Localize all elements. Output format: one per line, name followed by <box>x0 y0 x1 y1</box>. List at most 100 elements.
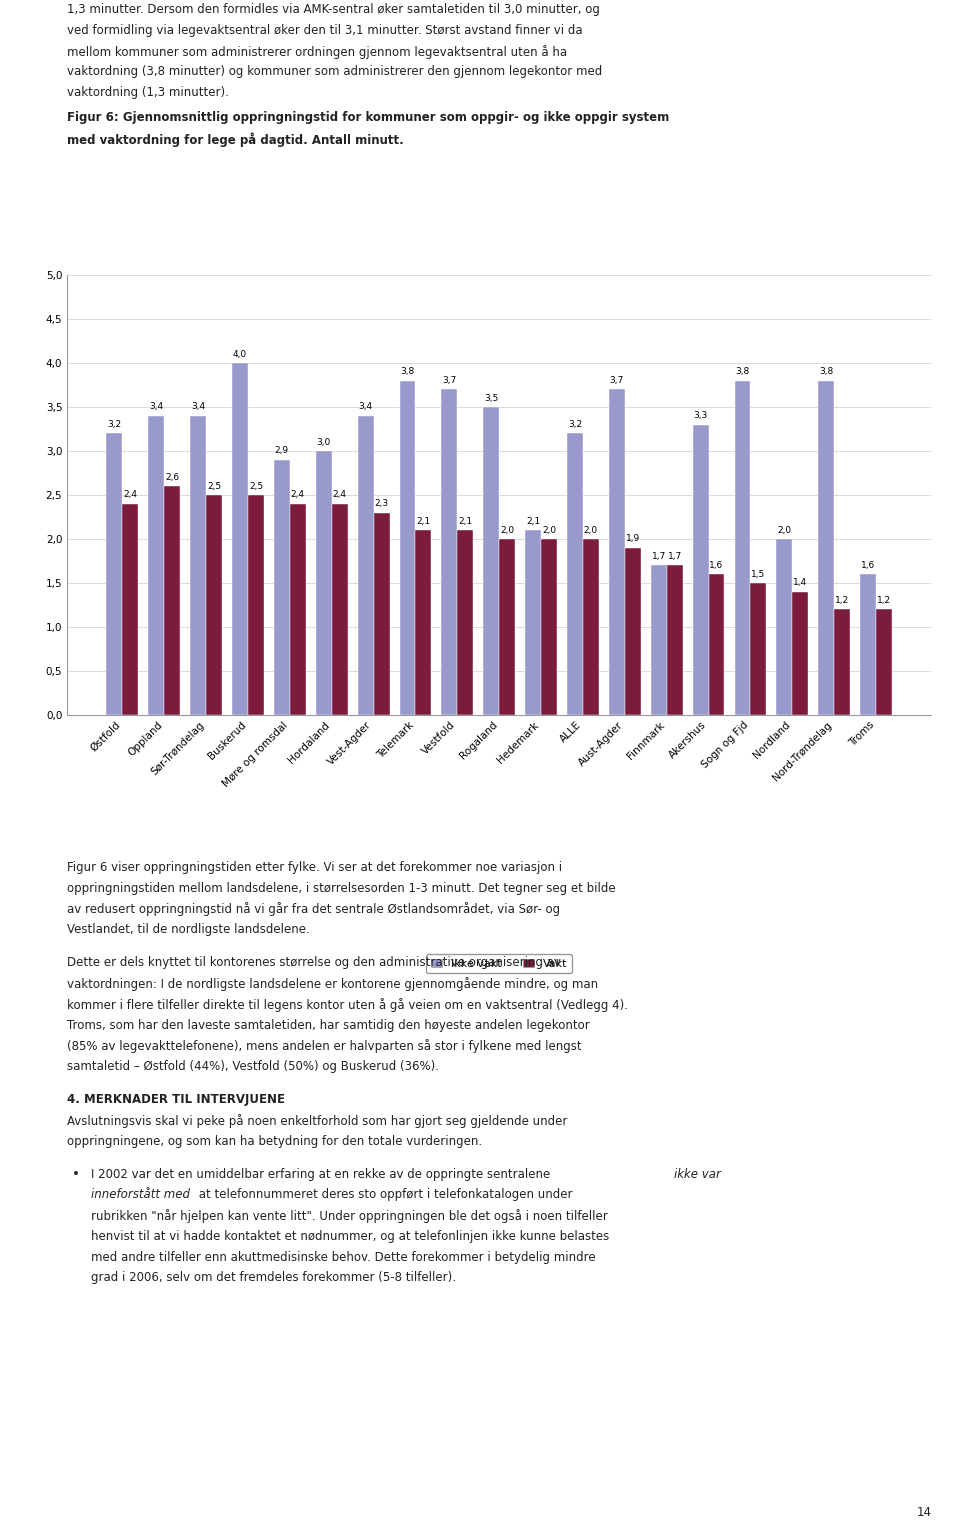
Text: 1,2: 1,2 <box>876 596 891 606</box>
Bar <box>149 417 164 715</box>
Text: 2,0: 2,0 <box>500 526 515 535</box>
Bar <box>860 575 876 715</box>
Bar <box>818 381 834 715</box>
Text: mellom kommuner som administrerer ordningen gjennom legevaktsentral uten å ha: mellom kommuner som administrerer ordnin… <box>67 45 567 58</box>
Bar <box>248 495 264 715</box>
Text: henvist til at vi hadde kontaktet et nødnummer, og at telefonlinjen ikke kunne b: henvist til at vi hadde kontaktet et nød… <box>91 1230 610 1243</box>
Text: 1,4: 1,4 <box>793 578 807 587</box>
Bar <box>666 566 683 715</box>
Text: 3,3: 3,3 <box>693 412 708 420</box>
Text: oppringningene, og som kan ha betydning for den totale vurderingen.: oppringningene, og som kan ha betydning … <box>67 1134 482 1148</box>
Text: 2,4: 2,4 <box>123 490 137 500</box>
Text: Vestlandet, til de nordligste landsdelene.: Vestlandet, til de nordligste landsdelen… <box>67 924 310 936</box>
Text: vaktordning (3,8 minutter) og kommuner som administrerer den gjennom legekontor : vaktordning (3,8 minutter) og kommuner s… <box>67 65 603 78</box>
Bar <box>567 433 583 715</box>
Bar <box>164 486 180 715</box>
Text: 3,8: 3,8 <box>819 367 833 377</box>
Bar <box>483 407 499 715</box>
Text: 1,6: 1,6 <box>709 561 724 570</box>
Text: 4. MERKNADER TIL INTERVJUENE: 4. MERKNADER TIL INTERVJUENE <box>67 1093 285 1107</box>
Text: 3,4: 3,4 <box>191 403 205 412</box>
Text: 3,5: 3,5 <box>484 393 498 403</box>
Bar <box>399 381 416 715</box>
Text: 3,8: 3,8 <box>735 367 750 377</box>
Bar <box>792 592 808 715</box>
Bar <box>206 495 222 715</box>
Text: med vaktordning for lege på dagtid. Antall minutt.: med vaktordning for lege på dagtid. Anta… <box>67 132 404 146</box>
Text: 2,5: 2,5 <box>249 481 263 490</box>
Bar <box>358 417 373 715</box>
Text: 3,2: 3,2 <box>108 420 122 429</box>
Bar <box>625 547 640 715</box>
Text: 1,7: 1,7 <box>652 552 666 561</box>
Text: Figur 6: Gjennomsnittlig oppringningstid for kommuner som oppgir- og ikke oppgir: Figur 6: Gjennomsnittlig oppringningstid… <box>67 111 669 124</box>
Text: inneforstått med: inneforstått med <box>91 1188 190 1202</box>
Text: Troms, som har den laveste samtaletiden, har samtidig den høyeste andelen legeko: Troms, som har den laveste samtaletiden,… <box>67 1019 590 1031</box>
Bar <box>541 539 557 715</box>
Bar <box>499 539 516 715</box>
Text: (85% av legevakttelefonene), mens andelen er halvparten så stor i fylkene med le: (85% av legevakttelefonene), mens andele… <box>67 1039 582 1053</box>
Bar <box>777 539 792 715</box>
Bar <box>416 530 431 715</box>
Text: av redusert oppringningstid nå vi går fra det sentrale Østlandsområdet, via Sør-: av redusert oppringningstid nå vi går fr… <box>67 902 561 916</box>
Bar <box>457 530 473 715</box>
Text: vaktordningen: I de nordligste landsdelene er kontorene gjennomgående mindre, og: vaktordningen: I de nordligste landsdele… <box>67 978 598 991</box>
Text: 1,7: 1,7 <box>667 552 682 561</box>
Text: 3,7: 3,7 <box>610 377 624 384</box>
Bar <box>332 504 348 715</box>
Bar <box>274 460 290 715</box>
Bar <box>107 433 122 715</box>
Bar <box>692 424 708 715</box>
Text: 3,0: 3,0 <box>317 438 331 447</box>
Text: 4,0: 4,0 <box>233 349 247 358</box>
Text: med andre tilfeller enn akuttmedisinske behov. Dette forekommer i betydelig mind: med andre tilfeller enn akuttmedisinske … <box>91 1251 596 1263</box>
Bar <box>373 513 390 715</box>
Text: 3,2: 3,2 <box>568 420 582 429</box>
Text: rubrikken "når hjelpen kan vente litt". Under oppringningen ble det også i noen : rubrikken "når hjelpen kan vente litt". … <box>91 1210 608 1223</box>
Text: 3,7: 3,7 <box>443 377 457 384</box>
Legend: Ikke vakt, Vakt: Ikke vakt, Vakt <box>426 954 572 973</box>
Bar <box>708 575 725 715</box>
Bar <box>290 504 306 715</box>
Text: 3,4: 3,4 <box>149 403 163 412</box>
Text: 2,1: 2,1 <box>526 516 540 526</box>
Text: 1,9: 1,9 <box>626 535 640 544</box>
Text: 14: 14 <box>916 1506 931 1519</box>
Bar <box>734 381 751 715</box>
Bar <box>876 609 892 715</box>
Text: at telefonnummeret deres sto oppført i telefonkatalogen under: at telefonnummeret deres sto oppført i t… <box>195 1188 572 1202</box>
Text: grad i 2006, selv om det fremdeles forekommer (5-8 tilfeller).: grad i 2006, selv om det fremdeles forek… <box>91 1271 456 1285</box>
Text: 1,2: 1,2 <box>835 596 850 606</box>
Text: I 2002 var det en umiddelbar erfaring at en rekke av de oppringte sentralene: I 2002 var det en umiddelbar erfaring at… <box>91 1168 554 1180</box>
Text: 2,0: 2,0 <box>584 526 598 535</box>
Text: 1,6: 1,6 <box>861 561 876 570</box>
Bar <box>232 363 248 715</box>
Bar <box>316 450 332 715</box>
Bar <box>651 566 666 715</box>
Bar <box>525 530 541 715</box>
Text: 1,3 minutter. Dersom den formidles via AMK-sentral øker samtaletiden til 3,0 min: 1,3 minutter. Dersom den formidles via A… <box>67 3 600 15</box>
Text: 2,4: 2,4 <box>333 490 347 500</box>
Bar <box>834 609 850 715</box>
Bar <box>583 539 599 715</box>
Bar <box>751 583 766 715</box>
Text: 2,5: 2,5 <box>207 481 221 490</box>
Text: vaktordning (1,3 minutter).: vaktordning (1,3 minutter). <box>67 86 229 98</box>
Text: Avslutningsvis skal vi peke på noen enkeltforhold som har gjort seg gjeldende un: Avslutningsvis skal vi peke på noen enke… <box>67 1114 567 1128</box>
Text: 1,5: 1,5 <box>752 570 765 578</box>
Text: 2,6: 2,6 <box>165 473 180 481</box>
Text: 2,9: 2,9 <box>275 446 289 455</box>
Bar <box>442 389 457 715</box>
Text: 2,3: 2,3 <box>374 500 389 509</box>
Text: 2,1: 2,1 <box>458 516 472 526</box>
Text: 3,4: 3,4 <box>359 403 372 412</box>
Text: Figur 6 viser oppringningstiden etter fylke. Vi ser at det forekommer noe varias: Figur 6 viser oppringningstiden etter fy… <box>67 861 563 875</box>
Text: samtaletid – Østfold (44%), Vestfold (50%) og Buskerud (36%).: samtaletid – Østfold (44%), Vestfold (50… <box>67 1061 439 1073</box>
Text: 2,0: 2,0 <box>778 526 791 535</box>
Text: Dette er dels knyttet til kontorenes størrelse og den administrative organiserin: Dette er dels knyttet til kontorenes stø… <box>67 956 562 970</box>
Bar <box>190 417 206 715</box>
Bar <box>122 504 138 715</box>
Text: oppringningstiden mellom landsdelene, i størrelsesorden 1-3 minutt. Det tegner s: oppringningstiden mellom landsdelene, i … <box>67 882 615 895</box>
Text: 3,8: 3,8 <box>400 367 415 377</box>
Text: kommer i flere tilfeller direkte til legens kontor uten å gå veien om en vaktsen: kommer i flere tilfeller direkte til leg… <box>67 998 628 1011</box>
